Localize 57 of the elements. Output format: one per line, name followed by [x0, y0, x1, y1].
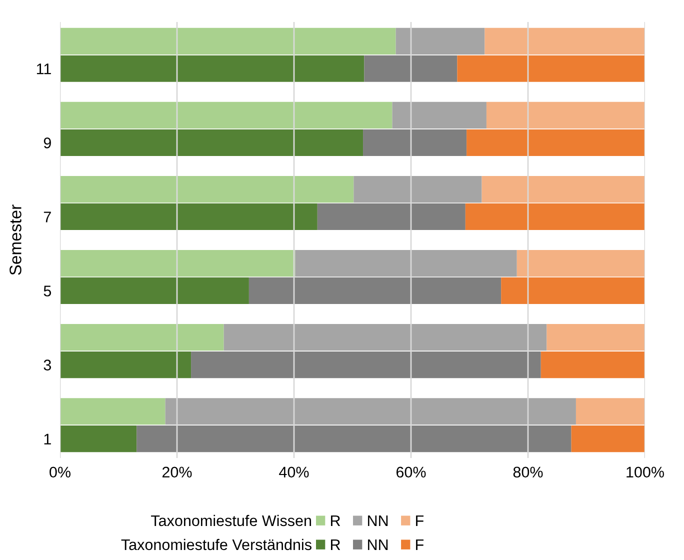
legend-label: NN [368, 515, 388, 526]
bar [317, 203, 466, 230]
legend-label: R [331, 539, 340, 550]
y-tick-label: 7 [44, 212, 51, 222]
x-tick-label: 20% [162, 466, 192, 478]
legend-label: F [416, 515, 424, 526]
y-tick-label: 11 [36, 64, 51, 74]
bar [571, 426, 645, 452]
x-tick-label: 0% [50, 466, 70, 478]
bar [60, 129, 364, 156]
bar [482, 176, 645, 203]
bar [354, 176, 482, 203]
y-tick-label: 3 [44, 360, 51, 370]
x-tick-label: 60% [396, 466, 426, 478]
bar [191, 351, 541, 378]
bar [392, 102, 486, 129]
legend-label: R [331, 515, 340, 526]
legend-label: NN [368, 539, 388, 550]
bar [501, 277, 645, 304]
bar [540, 351, 645, 378]
x-tick-label: 100% [626, 466, 664, 478]
bar [136, 426, 572, 452]
bar [165, 398, 576, 425]
text: Taxonomiestufe Wissen [151, 514, 312, 526]
x-tick-label: 40% [279, 466, 309, 478]
bar [60, 102, 392, 129]
y-axis-title: Semester [10, 204, 22, 275]
x-tick-label: 80% [513, 466, 543, 478]
bar [60, 398, 166, 425]
bar [60, 203, 318, 230]
bar [546, 324, 645, 351]
bar [60, 55, 364, 82]
legend-label: F [416, 539, 424, 550]
bar [457, 55, 645, 82]
bar [576, 398, 645, 425]
y-tick-label: 9 [44, 138, 51, 148]
y-tick-label: 5 [44, 286, 52, 296]
bar [363, 129, 467, 156]
bar [466, 129, 645, 156]
bar [486, 102, 645, 129]
bar [396, 28, 485, 54]
bar [60, 426, 137, 452]
bar [60, 28, 396, 54]
bar [364, 55, 458, 82]
bar [60, 250, 296, 277]
bar [60, 277, 249, 304]
bar [248, 277, 502, 304]
bar [60, 176, 354, 203]
bar [465, 203, 645, 230]
bar [60, 324, 224, 351]
bar [516, 250, 645, 277]
bar [484, 28, 645, 54]
bar [60, 351, 192, 378]
text: Taxonomiestufe Verständnis [121, 538, 312, 550]
bar [224, 324, 547, 351]
y-tick-label: 1 [44, 434, 51, 444]
bar [295, 250, 517, 277]
